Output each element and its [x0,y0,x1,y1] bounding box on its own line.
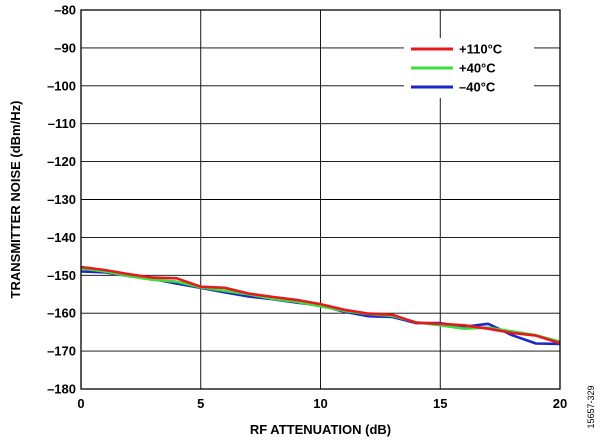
x-tick-label: 5 [197,396,204,411]
y-tick-label: –140 [47,230,76,245]
x-tick-label: 0 [77,396,84,411]
legend-label: +110°C [459,42,503,57]
y-tick-label: –170 [47,344,76,359]
y-tick-label: –80 [54,3,76,18]
y-tick-label: –100 [47,78,76,93]
x-tick-labels: 0 5 10 15 20 [77,396,567,411]
y-tick-label: –90 [54,40,76,55]
y-tick-label: –120 [47,154,76,169]
y-tick-label: –130 [47,192,76,207]
y-axis-label: TRANSMITTER NOISE (dBm/Hz) [8,101,23,299]
x-tick-label: 15 [433,396,447,411]
y-tick-labels: –80 –90 –100 –110 –120 –130 –140 –150 –160 –170 –1… [47,3,76,397]
y-tick-label: –110 [48,116,76,131]
legend-label: –40°C [459,80,496,95]
y-tick-label: –180 [47,382,76,397]
legend: +110°C +40°C –40°C [404,38,534,98]
figure-id: 15657-329 [586,385,596,428]
legend-label: +40°C [459,61,496,76]
x-tick-label: 10 [313,396,327,411]
x-axis-label: RF ATTENUATION (dB) [250,422,391,437]
y-tick-label: –160 [47,306,76,321]
y-tick-label: –150 [47,268,76,283]
x-tick-label: 20 [553,396,567,411]
